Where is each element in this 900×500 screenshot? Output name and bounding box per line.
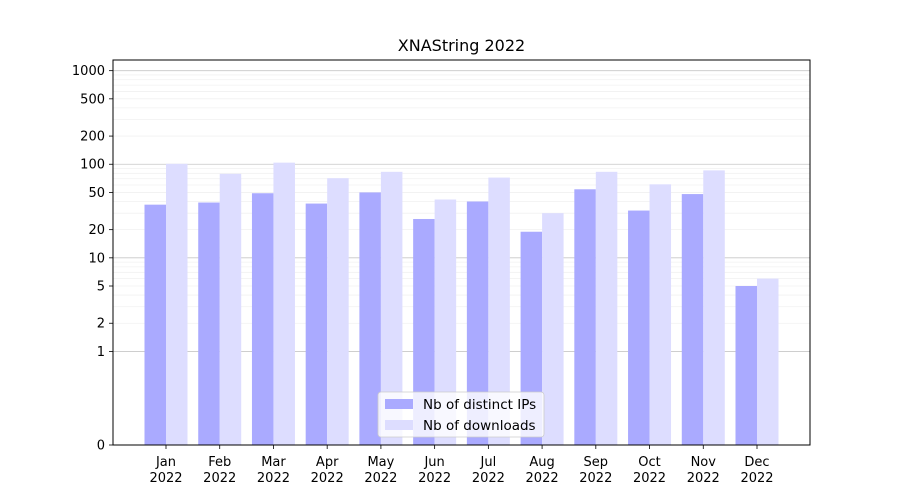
bar-downloads bbox=[757, 278, 779, 445]
x-tick-label: Dec 2022 bbox=[740, 455, 773, 486]
legend-label: Nb of distinct IPs bbox=[423, 397, 536, 413]
y-tick-label: 1000 bbox=[72, 64, 105, 79]
bar-downloads bbox=[488, 177, 510, 446]
x-tick-label-line: 2022 bbox=[418, 471, 451, 486]
y-tick-label: 500 bbox=[80, 92, 105, 107]
x-tick-label-line: Jul bbox=[480, 455, 497, 470]
x-tick-label-line: Jan bbox=[155, 455, 176, 470]
bar-distinct-ips bbox=[628, 210, 650, 445]
bar-distinct-ips bbox=[198, 202, 220, 445]
legend-swatch bbox=[385, 420, 413, 430]
bar-distinct-ips bbox=[413, 218, 435, 445]
bar-distinct-ips bbox=[251, 193, 274, 445]
x-tick-label-line: Nov bbox=[691, 455, 717, 470]
bar-downloads bbox=[434, 199, 457, 445]
x-tick-label: Aug 2022 bbox=[526, 455, 559, 486]
x-tick-label-line: Dec bbox=[744, 455, 769, 470]
y-tick-label: 10 bbox=[88, 251, 105, 266]
x-tick-label-line: Jun bbox=[423, 455, 444, 470]
bar-distinct-ips bbox=[574, 189, 596, 445]
y-tick-label: 0 bbox=[97, 439, 105, 454]
x-tick-label-line: 2022 bbox=[472, 471, 505, 486]
y-tick-label: 5 bbox=[97, 280, 105, 295]
x-tick-label: Nov 2022 bbox=[687, 455, 720, 486]
y-tick-label: 20 bbox=[88, 223, 105, 238]
x-tick-label-line: Aug bbox=[529, 455, 554, 470]
x-tick-label-line: Feb bbox=[208, 455, 231, 470]
y-tick-label: 200 bbox=[80, 130, 105, 145]
bar-downloads bbox=[380, 171, 403, 445]
y-tick-label: 50 bbox=[88, 186, 105, 201]
bar-downloads bbox=[166, 163, 188, 445]
x-tick-label-line: 2022 bbox=[579, 471, 612, 486]
bar-downloads bbox=[327, 178, 349, 445]
x-tick-label-line: 2022 bbox=[364, 471, 397, 486]
x-tick-label: Mar 2022 bbox=[257, 455, 290, 486]
x-tick-label-line: 2022 bbox=[149, 471, 182, 486]
x-tick-label: Oct 2022 bbox=[633, 455, 666, 486]
x-tick-label-line: 2022 bbox=[633, 471, 666, 486]
x-tick-label: Jun 2022 bbox=[418, 455, 451, 486]
x-tick-label-line: 2022 bbox=[257, 471, 290, 486]
x-tick-label-line: 2022 bbox=[311, 471, 344, 486]
bar-downloads bbox=[542, 213, 564, 445]
legend-label: Nb of downloads bbox=[423, 418, 536, 434]
y-tick-label: 1 bbox=[97, 345, 105, 360]
x-tick-label-line: 2022 bbox=[526, 471, 559, 486]
bar-distinct-ips bbox=[359, 192, 381, 445]
bar-downloads bbox=[703, 170, 725, 445]
y-tick-label: 2 bbox=[97, 317, 105, 332]
x-tick-label-line: Mar bbox=[261, 455, 286, 470]
x-tick-label-line: 2022 bbox=[203, 471, 236, 486]
x-tick-label: Feb 2022 bbox=[203, 455, 236, 486]
y-axis: 0 1 2 5 10 20 50 100 200 500 1000 bbox=[72, 64, 113, 454]
x-tick-label-line: Sep bbox=[584, 455, 609, 470]
x-tick-label-line: May bbox=[367, 455, 394, 470]
legend: Nb of distinct IPs Nb of downloads bbox=[377, 391, 545, 438]
y-tick-label: 100 bbox=[80, 158, 105, 173]
plot-frame bbox=[112, 59, 811, 446]
bar-distinct-ips bbox=[144, 204, 166, 445]
x-tick-label: May 2022 bbox=[364, 455, 397, 486]
bar-distinct-ips bbox=[305, 203, 328, 445]
x-tick-label: Sep 2022 bbox=[579, 455, 612, 486]
legend-swatch bbox=[385, 399, 413, 409]
bar-distinct-ips bbox=[681, 194, 704, 445]
x-tick-label-line: 2022 bbox=[740, 471, 773, 486]
bar-downloads bbox=[273, 162, 295, 445]
x-tick-label-line: 2022 bbox=[687, 471, 720, 486]
bar-downloads bbox=[595, 171, 618, 445]
x-tick-label-line: Oct bbox=[638, 455, 660, 470]
bar-downloads bbox=[649, 184, 672, 445]
bar-distinct-ips bbox=[735, 286, 757, 445]
x-tick-label-line: Apr bbox=[316, 455, 339, 470]
chart-title: XNAString 2022 bbox=[398, 36, 525, 55]
x-tick-label: Jul 2022 bbox=[472, 455, 505, 486]
bar-downloads bbox=[219, 173, 242, 446]
x-tick-label: Jan 2022 bbox=[149, 455, 182, 486]
legend-box bbox=[377, 391, 545, 438]
x-tick-label: Apr 2022 bbox=[311, 455, 344, 486]
bar-distinct-ips bbox=[466, 201, 489, 445]
